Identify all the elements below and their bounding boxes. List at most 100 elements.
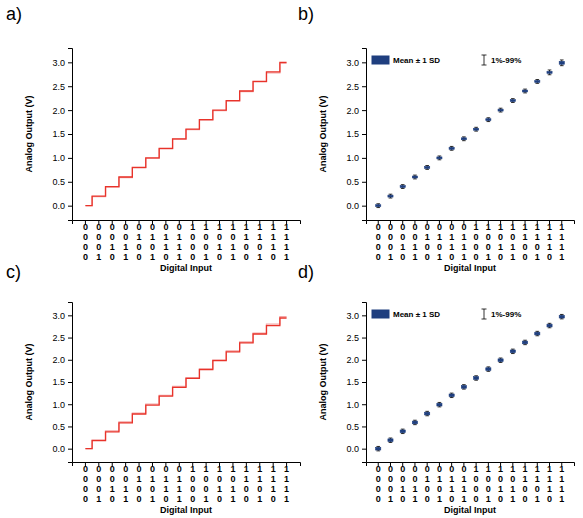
x-tick: 0011	[412, 462, 417, 504]
x-tick: 0011	[123, 462, 128, 504]
x-tick-digit: 0	[163, 494, 168, 504]
whisker-cap-low	[487, 371, 491, 372]
sd-box	[388, 439, 393, 442]
x-tick-digit: 1	[437, 494, 442, 504]
x-tick: 0111	[177, 220, 182, 262]
x-tick-digit: 0	[230, 474, 235, 484]
y-tick: 2.0	[346, 355, 366, 365]
x-tick-digit: 0	[535, 484, 540, 494]
x-tick-digit: 1	[110, 484, 115, 494]
x-tick-digit: 1	[230, 494, 235, 504]
x-tick-digit: 1	[284, 484, 289, 494]
x-tick-digit: 0	[388, 474, 393, 484]
x-tick: 1001	[486, 220, 491, 262]
x-tick-label: 1101	[257, 464, 262, 504]
x-tick-digit: 0	[547, 252, 552, 262]
whisker-cap-low	[462, 140, 466, 141]
y-tick-label: 3.0	[346, 58, 359, 68]
whisker	[548, 323, 552, 327]
y-axis: 0.00.51.01.52.02.53.0	[52, 303, 72, 463]
y-tick-mark	[68, 315, 72, 316]
legend-whisker-cap	[482, 65, 487, 66]
x-tick-digit: 0	[523, 494, 528, 504]
whisker-cap-low	[560, 65, 564, 66]
x-axis-title: Digital Input	[160, 505, 212, 515]
x-tick: 0000	[376, 220, 381, 262]
x-tick-label: 0000	[83, 222, 88, 262]
x-tick-digit: 1	[559, 252, 564, 262]
whisker-cap-high	[376, 446, 380, 447]
x-tick-label: 0100	[137, 222, 142, 262]
legend-label: Mean ± 1 SD	[393, 56, 440, 65]
x-tick-digit: 0	[190, 232, 195, 242]
y-tick-mark	[362, 158, 366, 159]
y-tick-mark	[68, 360, 72, 361]
x-tick-digit: 0	[425, 494, 430, 504]
x-tick-digit: 1	[535, 232, 540, 242]
x-tick-digit: 0	[498, 252, 503, 262]
x-tick-label: 1111	[559, 222, 564, 262]
y-tick-mark	[68, 449, 72, 450]
y-axis-title: Analog Output (V)	[318, 344, 328, 421]
x-tick-digit: 1	[163, 242, 168, 252]
whisker-cap-low	[548, 74, 552, 75]
x-tick-digit: 0	[388, 484, 393, 494]
y-tick-mark	[68, 404, 72, 405]
whisker	[438, 402, 442, 406]
x-tick: 1111	[559, 462, 564, 504]
x-tick-digit: 0	[425, 464, 430, 474]
x-tick-digit: 1	[177, 242, 182, 252]
x-tick: 1000	[474, 462, 479, 504]
x-tick-digit: 0	[400, 252, 405, 262]
whisker	[511, 99, 515, 103]
whisker-cap-high	[560, 59, 564, 60]
whisker	[401, 429, 405, 433]
whisker-cap-low	[438, 159, 442, 160]
x-tick-digit: 1	[400, 242, 405, 252]
x-tick: 1111	[284, 462, 289, 504]
x-tick-digit: 1	[96, 494, 101, 504]
x-tick-digit: 0	[449, 464, 454, 474]
y-tick: 2.5	[346, 82, 366, 92]
panel-label: b)	[298, 4, 314, 24]
x-tick: 1101	[257, 220, 262, 262]
whisker	[474, 127, 478, 131]
x-tick-digit: 1	[163, 232, 168, 242]
whisker-cap-high	[389, 194, 393, 195]
x-tick-digit: 1	[257, 474, 262, 484]
x-tick: 0001	[388, 220, 393, 262]
y-axis-line	[362, 49, 367, 221]
x-tick-digit: 1	[547, 222, 552, 232]
x-tick-digit: 1	[284, 494, 289, 504]
y-tick-mark	[362, 382, 366, 383]
whisker-cap-high	[462, 136, 466, 137]
x-tick-digit: 1	[150, 494, 155, 504]
x-tick-digit: 1	[510, 252, 515, 262]
x-tick-digit: 1	[284, 464, 289, 474]
x-tick-label: 1110	[547, 464, 552, 504]
y-tick: 0.5	[52, 177, 72, 187]
sd-box	[486, 368, 491, 371]
x-tick-digit: 1	[425, 474, 430, 484]
x-tick-digit: 1	[486, 252, 491, 262]
x-tick-label: 1100	[523, 222, 528, 262]
x-tick: 1011	[230, 220, 235, 262]
whisker	[511, 349, 515, 353]
y-tick-label: 0.0	[346, 201, 359, 211]
whisker-cap-high	[548, 69, 552, 70]
x-tick-digit: 0	[150, 484, 155, 494]
x-tick-digit: 0	[123, 232, 128, 242]
y-tick: 1.5	[52, 129, 72, 139]
x-tick-digit: 0	[204, 232, 209, 242]
x-tick: 1100	[523, 220, 528, 262]
x-tick-digit: 0	[388, 222, 393, 232]
legend-whisker-cap	[482, 319, 487, 320]
x-tick-digit: 0	[217, 252, 222, 262]
x-tick-digit: 0	[376, 242, 381, 252]
x-tick-digit: 0	[83, 484, 88, 494]
x-tick: 1000	[190, 220, 195, 262]
sd-box	[522, 90, 527, 92]
x-tick: 0101	[437, 462, 442, 504]
x-tick-digit: 1	[535, 252, 540, 262]
x-tick-digit: 1	[547, 242, 552, 252]
